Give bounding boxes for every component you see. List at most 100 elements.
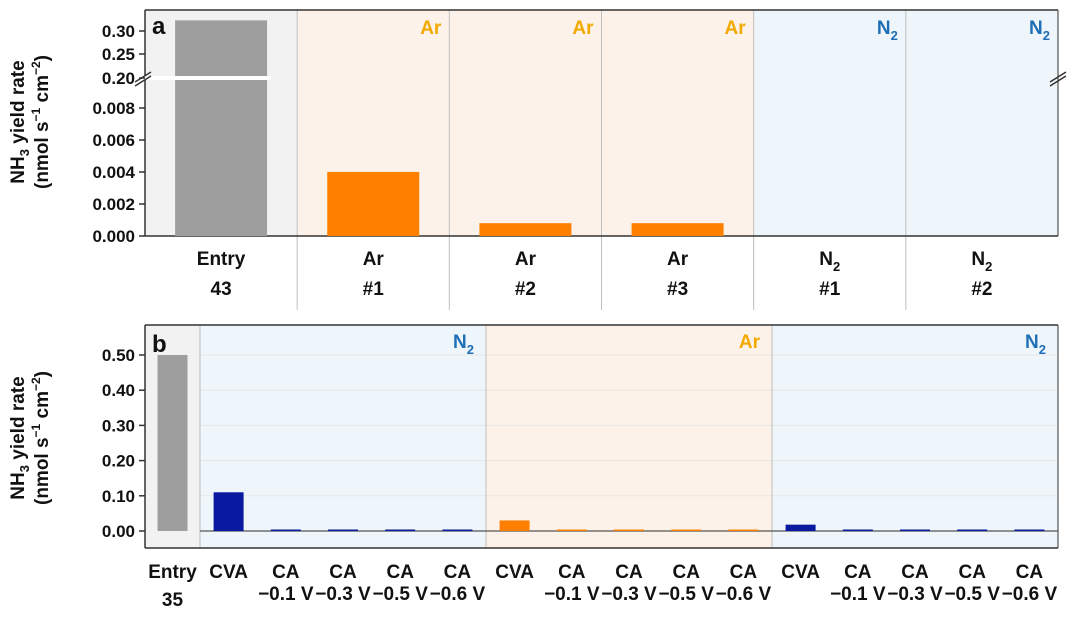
panel-b-bar-14 <box>900 529 930 531</box>
panel-b-bar-4 <box>328 529 358 531</box>
panel-b-ytick-label: 0.40 <box>102 381 135 400</box>
panel-b-ytick-label: 0.30 <box>102 416 135 435</box>
panel-a-ytick-label: 0.002 <box>92 195 135 214</box>
panel-a-ytick-label: 0.006 <box>92 131 135 150</box>
panel-b-category-6-line2: −0.6 V <box>430 584 486 605</box>
panel-b-region-label: Ar <box>739 332 761 353</box>
panel-b-category-11-line1: CA <box>730 562 758 583</box>
panel-b-bar-12 <box>785 524 816 531</box>
panel-b-category-3-line2: −0.1 V <box>258 584 314 605</box>
panel-a-bg-6 <box>905 10 1058 236</box>
panel-a-category-5-line1: N2 <box>819 249 840 274</box>
panel-b-category-7-line1: CVA <box>495 562 534 583</box>
panel-a-category-2-line2: #1 <box>363 279 385 300</box>
panel-b-ylabel: NH3 yield rate(nmol s−1 cm−2) <box>8 371 53 505</box>
panel-b-category-6-line1: CA <box>444 562 472 583</box>
panel-b-bar-7 <box>499 520 530 531</box>
panel-b-bar-9 <box>614 529 644 531</box>
panel-b-category-1-line1: Entry <box>148 562 197 583</box>
panel-a-bg-5 <box>753 10 906 236</box>
panel-a-bg-3 <box>449 10 602 236</box>
panel-b-category-13-line2: −0.1 V <box>830 584 886 605</box>
panel-a-ytick-label: 0.30 <box>102 22 135 41</box>
panel-b-category-16-line1: CA <box>1016 562 1044 583</box>
panel-a-break-gap <box>139 76 271 80</box>
panel-b-ytick-label: 0.00 <box>102 522 135 541</box>
panel-b-bar-15 <box>957 529 988 531</box>
panel-a-category-3-line2: #2 <box>515 279 536 300</box>
panel-b-bar-11 <box>728 529 759 531</box>
panel-b-category-13-line1: CA <box>844 562 872 583</box>
panel-a-category-4-line2: #3 <box>667 279 688 300</box>
panel-b-region-label: N2 <box>1025 332 1046 357</box>
panel-a-ytick-label: 0.004 <box>92 163 135 182</box>
panel-b-category-9-line1: CA <box>615 562 643 583</box>
panel-a-bg-4 <box>601 10 754 236</box>
panel-a-ytick-label: 0.000 <box>92 227 135 246</box>
panel-a-region-label: N2 <box>1029 18 1050 43</box>
panel-a-category-4-line1: Ar <box>667 249 689 270</box>
panel-b-ytick-label: 0.10 <box>102 487 135 506</box>
panel-a-region-label: Ar <box>572 18 594 39</box>
panel-b-category-15-line2: −0.5 V <box>944 584 1000 605</box>
panel-a-ylabel-line1: NH3 yield rate <box>8 60 32 183</box>
panel-a-ylabel: NH3 yield rate(nmol s−1 cm−2) <box>8 55 53 189</box>
panel-a-bar-2 <box>327 171 420 236</box>
panel-b-bar-13 <box>842 529 873 531</box>
panel-b-letter: b <box>152 331 167 358</box>
panel-b-category-2-line1: CVA <box>209 562 248 583</box>
panel-b-ylabel-line1: NH3 yield rate <box>8 376 32 499</box>
panel-b-category-10-line1: CA <box>672 562 700 583</box>
panel-b-bar-1 <box>157 355 188 531</box>
panel-b-category-5-line2: −0.5 V <box>372 584 428 605</box>
panel-a-category-1-line1: Entry <box>197 249 246 270</box>
panel-a-category-3-line1: Ar <box>515 249 537 270</box>
panel-a-ytick-label: 0.25 <box>102 45 135 64</box>
panel-b-ytick-label: 0.20 <box>102 452 135 471</box>
panel-a-category-5-line2: #1 <box>819 279 841 300</box>
panel-b-category-15-line1: CA <box>958 562 986 583</box>
panel-b-category-1-line2: 35 <box>162 590 184 611</box>
panel-a-category-6-line2: #2 <box>971 279 992 300</box>
panel-a-region-label: N2 <box>877 18 898 43</box>
panel-b-bar-6 <box>442 529 473 531</box>
panel-b-category-10-line2: −0.5 V <box>658 584 714 605</box>
panel-b-bar-8 <box>556 529 587 531</box>
panel-a-region-label: Ar <box>725 18 747 39</box>
panel-b-bg-4 <box>772 325 1058 548</box>
panel-a-break-mark-left-2 <box>134 75 152 87</box>
panel-b-bg-3 <box>486 325 772 548</box>
panel-b-bar-10 <box>671 529 702 531</box>
panel-a-break-mark-left-1 <box>134 71 152 83</box>
panel-a-bar-3 <box>479 223 572 236</box>
panel-a-break-mark-right-2 <box>1049 75 1067 87</box>
panel-a-letter: a <box>152 13 166 40</box>
panel-b-category-11-line2: −0.6 V <box>716 584 772 605</box>
panel-a-ylabel-line2: (nmol s−1 cm−2) <box>29 55 53 189</box>
panel-b-category-9-line2: −0.3 V <box>601 584 657 605</box>
panel-b-ylabel-line2: (nmol s−1 cm−2) <box>29 371 53 505</box>
panel-b-category-8-line2: −0.1 V <box>544 584 600 605</box>
panel-a-ytick-label: 0.20 <box>102 69 135 88</box>
panel-b-category-14-line2: −0.3 V <box>887 584 943 605</box>
panel-b-bar-16 <box>1014 529 1045 531</box>
panel-b-ytick-label: 0.50 <box>102 346 135 365</box>
panel-a-region-label: Ar <box>420 18 442 39</box>
panel-a-break-mark-right-1 <box>1049 71 1067 83</box>
panel-b-category-4-line1: CA <box>329 562 357 583</box>
panel-b-bar-2 <box>213 492 244 531</box>
panel-b-category-4-line2: −0.3 V <box>315 584 371 605</box>
panel-b-region-label: N2 <box>453 332 474 357</box>
panel-a-category-6-line1: N2 <box>971 249 992 274</box>
panel-a-bar-4 <box>631 223 724 236</box>
panel-b-category-8-line1: CA <box>558 562 586 583</box>
panel-b-category-16-line2: −0.6 V <box>1002 584 1058 605</box>
panel-a-category-2-line1: Ar <box>363 249 385 270</box>
panel-a-category-1-line2: 43 <box>211 279 232 300</box>
panel-b-bg-2 <box>200 325 486 548</box>
panel-a-ytick-label: 0.008 <box>92 99 135 118</box>
panel-b-category-3-line1: CA <box>272 562 300 583</box>
panel-a-bar-1 <box>175 20 268 237</box>
panel-b-category-5-line1: CA <box>386 562 414 583</box>
